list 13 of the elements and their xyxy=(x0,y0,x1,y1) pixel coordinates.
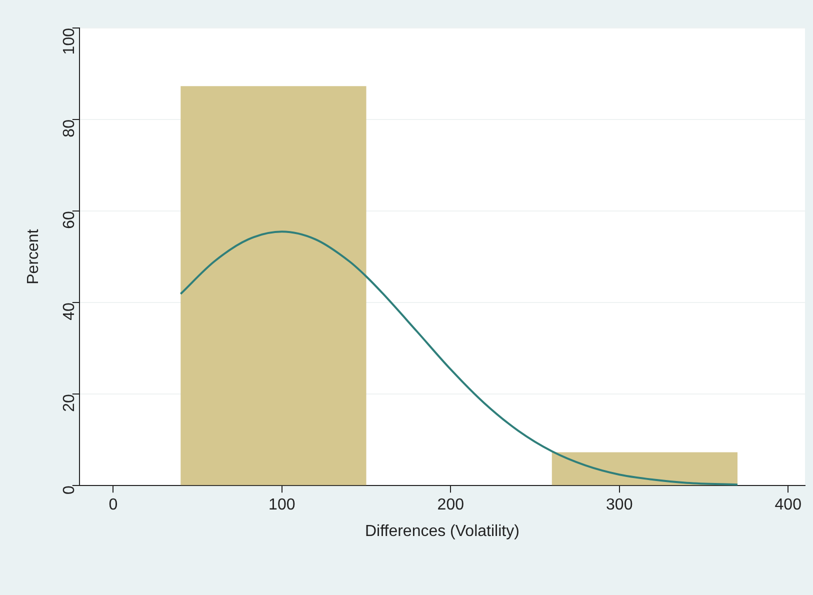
y-tick-label: 40 xyxy=(60,302,78,320)
y-tick-label: 100 xyxy=(60,28,78,55)
y-tick-label: 80 xyxy=(60,119,78,138)
x-tick-label: 400 xyxy=(774,496,802,514)
x-tick-label: 200 xyxy=(437,496,464,514)
x-tick-label: 0 xyxy=(108,496,118,514)
x-axis-title: Differences (Volatility) xyxy=(364,522,520,540)
y-tick-label: 20 xyxy=(60,394,78,412)
y-axis-title: Percent xyxy=(25,228,42,284)
x-tick-label: 100 xyxy=(268,496,296,514)
x-tick-label: 300 xyxy=(606,496,633,514)
y-tick-label: 0 xyxy=(60,486,78,495)
y-tick-label: 60 xyxy=(60,210,78,229)
